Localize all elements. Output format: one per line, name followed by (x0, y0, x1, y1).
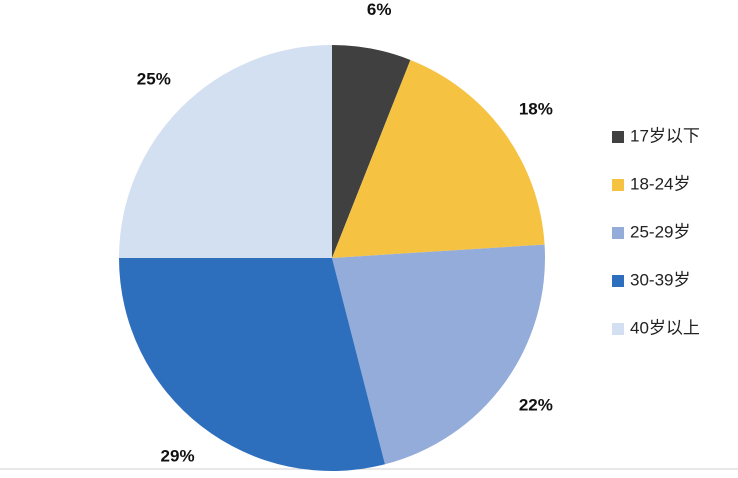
pie-slice (119, 258, 385, 472)
legend-label: 40岁以上 (630, 318, 700, 337)
value-label: 29% (161, 447, 195, 466)
legend-label: 17岁以下 (630, 126, 700, 145)
legend-label: 25-29岁 (630, 222, 690, 241)
pie-slice (332, 59, 545, 258)
legend-label: 18-24岁 (630, 174, 690, 193)
value-label: 6% (367, 0, 392, 19)
value-label: 22% (519, 396, 553, 415)
legend-swatch (612, 323, 624, 335)
legend-swatch (612, 275, 624, 287)
legend-swatch (612, 179, 624, 191)
value-label: 18% (519, 99, 553, 118)
pie-slice (119, 45, 332, 258)
legend-label: 30-39岁 (630, 270, 690, 289)
pie-slice (332, 45, 411, 258)
value-label: 25% (137, 69, 171, 88)
legend-swatch (612, 131, 624, 143)
pie-slice (332, 244, 545, 465)
legend-swatch (612, 227, 624, 239)
